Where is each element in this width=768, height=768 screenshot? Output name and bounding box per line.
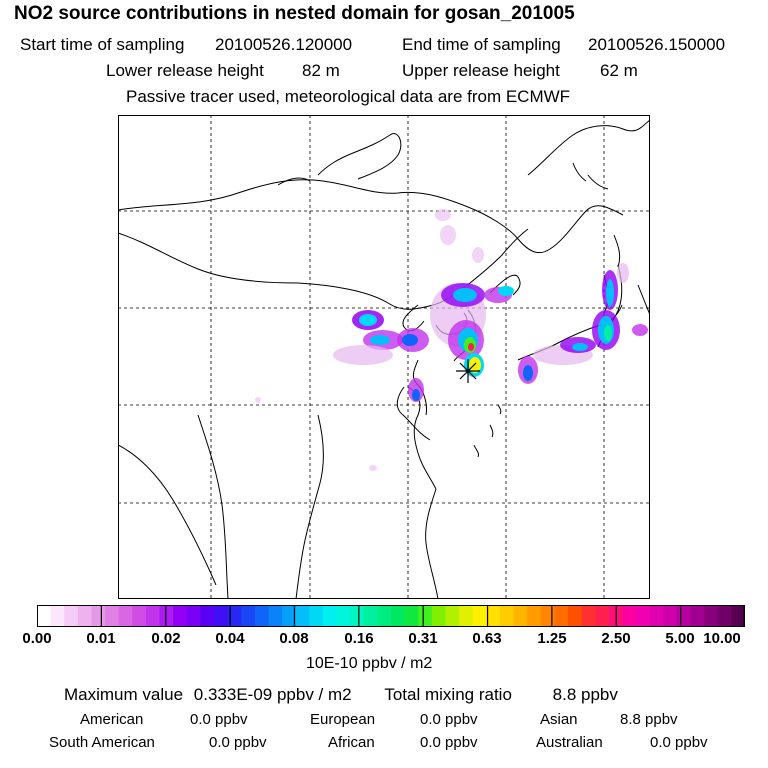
colorbar-swatch [173, 605, 188, 627]
upper-height-value: 62 m [600, 61, 638, 80]
region-value: 0.0 ppbv [209, 734, 267, 751]
colorbar-swatch [145, 605, 161, 627]
colorbar-tick: 0.16 [344, 630, 374, 647]
region-value: 8.8 ppbv [620, 711, 678, 728]
colorbar-swatch [540, 605, 555, 627]
colorbar-swatch [200, 605, 215, 627]
map-panel [118, 115, 650, 599]
colorbar-swatch [282, 605, 297, 627]
colorbar-swatch [459, 605, 474, 627]
colorbar-swatch [581, 605, 596, 627]
colorbar-tick: 0.63 [472, 630, 502, 647]
region-name: Asian [540, 711, 578, 728]
colorbar-tick: 1.25 [537, 630, 567, 647]
region-name: African [328, 734, 375, 751]
region-name: European [310, 711, 376, 728]
colorbar-swatch [690, 605, 705, 627]
colorbar-swatch [91, 605, 106, 627]
region-value: 0.0 ppbv [650, 734, 708, 751]
colorbar-tick: 0.02 [151, 630, 181, 647]
colorbar-swatch [309, 605, 324, 627]
colorbar-swatch [622, 605, 637, 627]
colorbar-swatch [731, 605, 745, 627]
colorbar-swatch [77, 605, 92, 627]
upper-height-label: Upper release height [402, 61, 560, 80]
start-time-value: 20100526.120000 [215, 35, 353, 54]
colorbar-units: 10E-10 ppbv / m2 [306, 655, 433, 672]
colorbar-swatch [676, 605, 692, 627]
colorbar-swatch [254, 605, 269, 627]
colorbar-swatch [486, 605, 501, 627]
colorbar-swatch [554, 605, 569, 627]
end-time-value: 20100526.150000 [588, 35, 726, 54]
tracer-note: Passive tracer used, meteorological data… [126, 87, 571, 106]
colorbar-swatch [159, 605, 174, 627]
colorbar [37, 605, 745, 627]
colorbar-swatch [50, 605, 65, 627]
end-time-label: End time of sampling [402, 35, 561, 54]
colorbar-swatch [663, 605, 678, 627]
colorbar-swatch [214, 605, 229, 627]
max-value-label: Maximum value [64, 685, 184, 704]
region-value: 0.0 ppbv [420, 711, 478, 728]
colorbar-swatch [595, 605, 610, 627]
map-title: NO2 source contributions in nested domai… [14, 3, 575, 24]
lower-height-value: 82 m [302, 61, 340, 80]
region-name: American [80, 711, 144, 728]
colorbar-tick: 10.00 [703, 630, 741, 647]
total-mixing-value: 8.8 ppbv [552, 685, 618, 704]
colorbar-swatch [350, 605, 365, 627]
colorbar-swatch [118, 605, 133, 627]
colorbar-tick: 5.00 [665, 630, 695, 647]
max-value: 0.333E-09 ppbv / m2 [193, 685, 352, 704]
region-value: 0.0 ppbv [190, 711, 248, 728]
colorbar-swatch [268, 605, 283, 627]
start-time-label: Start time of sampling [20, 35, 185, 54]
colorbar-swatch [64, 605, 79, 627]
colorbar-swatch [513, 605, 528, 627]
colorbar-swatch [132, 605, 147, 627]
colorbar-tick: 0.00 [22, 630, 52, 647]
colorbar-swatch [704, 605, 719, 627]
colorbar-swatch [241, 605, 256, 627]
colorbar-swatch [322, 605, 338, 627]
colorbar-swatch [499, 605, 515, 627]
concentration-plumes [255, 209, 648, 471]
colorbar-swatch [431, 605, 446, 627]
max-value-line: Maximum value 0.333E-09 ppbv / m2 Total … [64, 685, 618, 705]
colorbar-swatch [37, 605, 52, 627]
colorbar-swatch [391, 605, 406, 627]
colorbar-swatch [227, 605, 242, 627]
colorbar-tick: 0.31 [408, 630, 438, 647]
lower-height-label: Lower release height [106, 61, 264, 80]
colorbar-swatch [472, 605, 487, 627]
colorbar-tick: 0.01 [86, 630, 116, 647]
colorbar-frame [37, 605, 745, 627]
colorbar-swatch [527, 605, 542, 627]
colorbar-tick: 0.08 [279, 630, 309, 647]
colorbar-swatch [295, 605, 310, 627]
colorbar-swatch [636, 605, 651, 627]
colorbar-swatch [717, 605, 732, 627]
colorbar-swatch [363, 605, 378, 627]
colorbar-tick: 2.50 [601, 630, 631, 647]
receptor-marker [456, 359, 480, 383]
colorbar-swatch [186, 605, 201, 627]
total-mixing-label: Total mixing ratio [384, 685, 512, 704]
colorbar-swatch [418, 605, 433, 627]
colorbar-swatch [404, 605, 419, 627]
region-name: South American [49, 734, 155, 751]
region-value: 0.0 ppbv [420, 734, 478, 751]
colorbar-swatch [568, 605, 583, 627]
colorbar-swatch [105, 605, 120, 627]
region-name: Australian [536, 734, 603, 751]
colorbar-tick: 0.04 [215, 630, 245, 647]
colorbar-swatch [649, 605, 664, 627]
colorbar-swatch [377, 605, 392, 627]
colorbar-swatch [336, 605, 351, 627]
colorbar-swatch [445, 605, 460, 627]
